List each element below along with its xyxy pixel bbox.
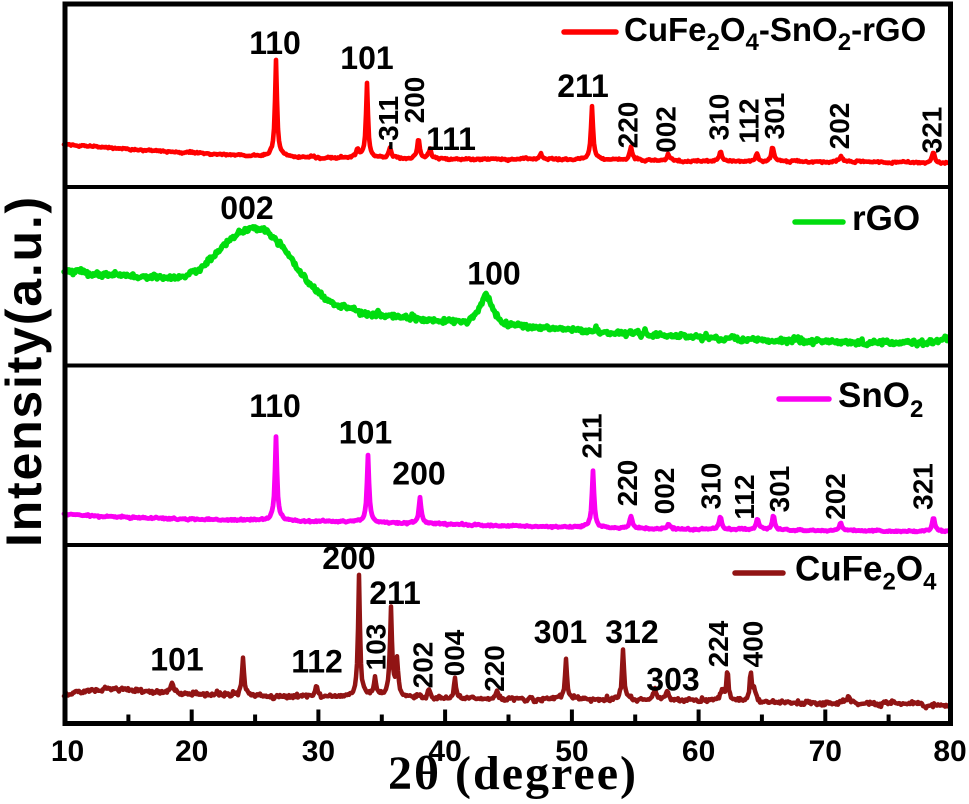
svg-text:400: 400 bbox=[738, 621, 769, 668]
svg-text:111: 111 bbox=[426, 121, 476, 157]
svg-text:CuFe2O4-SnO2-rGO: CuFe2O4-SnO2-rGO bbox=[624, 11, 926, 56]
svg-text:211: 211 bbox=[557, 68, 609, 104]
svg-text:70: 70 bbox=[809, 735, 842, 768]
svg-text:312: 312 bbox=[605, 614, 658, 650]
svg-text:224: 224 bbox=[703, 620, 734, 667]
svg-text:40: 40 bbox=[428, 735, 461, 768]
svg-text:50: 50 bbox=[555, 735, 588, 768]
svg-text:211: 211 bbox=[369, 575, 421, 611]
svg-text:220: 220 bbox=[479, 645, 510, 692]
svg-text:103: 103 bbox=[361, 624, 392, 671]
svg-text:310: 310 bbox=[696, 463, 727, 510]
svg-text:110: 110 bbox=[249, 25, 301, 61]
svg-text:220: 220 bbox=[612, 460, 643, 507]
svg-text:CuFe2O4: CuFe2O4 bbox=[795, 550, 937, 596]
svg-text:Intensity(a.u.): Intensity(a.u.) bbox=[0, 195, 52, 547]
svg-text:002: 002 bbox=[651, 106, 682, 153]
svg-text:60: 60 bbox=[682, 735, 715, 768]
svg-text:321: 321 bbox=[908, 463, 939, 510]
svg-text:200: 200 bbox=[322, 540, 375, 576]
svg-text:110: 110 bbox=[249, 388, 301, 424]
svg-text:10: 10 bbox=[51, 735, 84, 768]
svg-text:002: 002 bbox=[220, 190, 273, 226]
svg-text:rGO: rGO bbox=[852, 199, 920, 238]
svg-text:220: 220 bbox=[613, 102, 644, 149]
svg-text:30: 30 bbox=[302, 735, 335, 768]
svg-text:200: 200 bbox=[392, 456, 445, 492]
svg-text:301: 301 bbox=[534, 614, 587, 650]
svg-text:211: 211 bbox=[577, 413, 608, 458]
svg-text:2θ (degree): 2θ (degree) bbox=[388, 747, 638, 800]
svg-text:20: 20 bbox=[175, 735, 208, 768]
svg-text:004: 004 bbox=[439, 629, 470, 676]
svg-text:112: 112 bbox=[734, 98, 765, 143]
svg-text:-311: -311 bbox=[373, 96, 404, 151]
svg-text:202: 202 bbox=[408, 642, 439, 689]
svg-text:301: 301 bbox=[764, 466, 795, 513]
svg-text:101: 101 bbox=[339, 415, 392, 451]
svg-text:303: 303 bbox=[646, 662, 699, 698]
svg-text:310: 310 bbox=[704, 94, 735, 141]
svg-text:321: 321 bbox=[917, 107, 948, 154]
svg-text:112: 112 bbox=[729, 474, 760, 519]
svg-text:202: 202 bbox=[824, 103, 855, 150]
svg-text:80: 80 bbox=[933, 735, 966, 768]
svg-text:200: 200 bbox=[399, 77, 430, 124]
svg-text:202: 202 bbox=[820, 473, 851, 520]
svg-text:112: 112 bbox=[291, 644, 343, 680]
svg-text:101: 101 bbox=[340, 40, 393, 76]
svg-text:100: 100 bbox=[467, 256, 520, 292]
svg-text:101: 101 bbox=[150, 642, 203, 678]
svg-text:002: 002 bbox=[649, 468, 680, 515]
svg-text:301: 301 bbox=[759, 93, 790, 140]
